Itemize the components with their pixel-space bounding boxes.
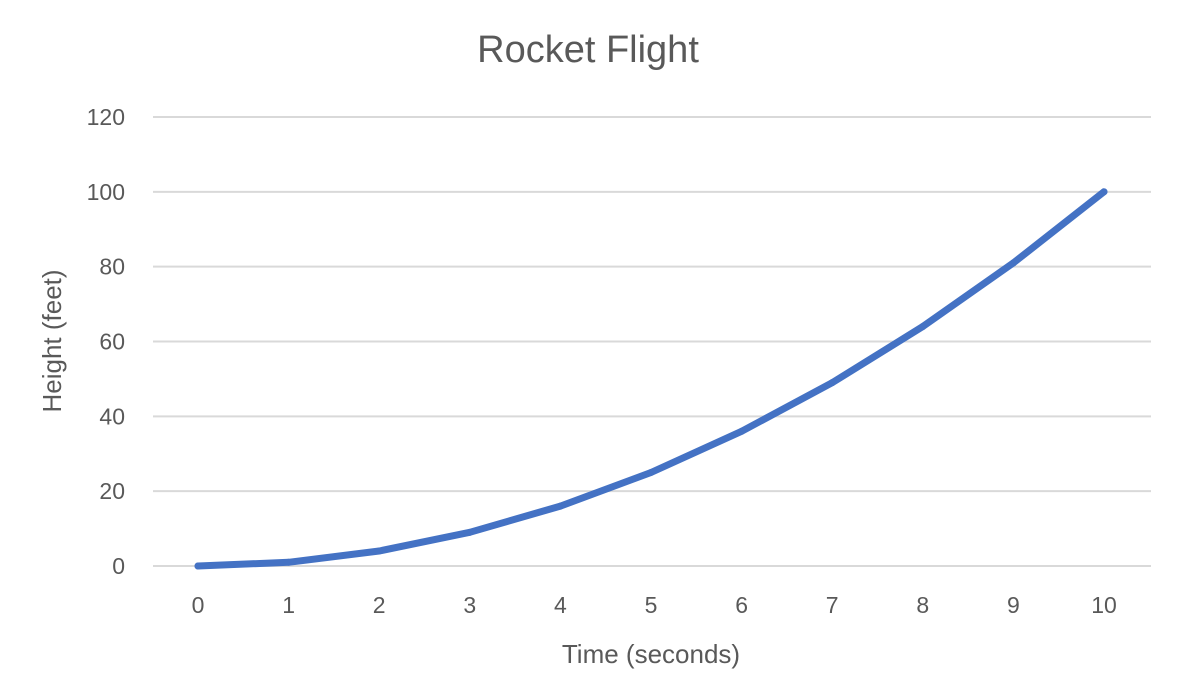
data-point — [1009, 259, 1017, 267]
data-point — [647, 468, 655, 476]
x-tick-label: 9 — [1007, 592, 1020, 618]
series-line-0 — [194, 188, 1108, 570]
chart-title: Rocket Flight — [477, 29, 699, 71]
x-tick-label: 8 — [916, 592, 929, 618]
x-tick-label: 1 — [282, 592, 295, 618]
x-tick-label: 2 — [373, 592, 386, 618]
data-point — [285, 558, 293, 566]
x-tick-label: 3 — [463, 592, 476, 618]
data-point — [375, 547, 383, 555]
x-axis-label: Time (seconds) — [562, 639, 740, 669]
data-point — [919, 323, 927, 331]
data-point — [738, 427, 746, 435]
data-point — [828, 379, 836, 387]
y-tick-label: 40 — [99, 403, 125, 429]
gridlines — [153, 116, 1151, 567]
x-tick-label: 6 — [735, 592, 748, 618]
y-tick-label: 120 — [87, 104, 125, 130]
x-tick-label: 4 — [554, 592, 567, 618]
series-group — [194, 188, 1108, 570]
x-tick-label: 7 — [826, 592, 839, 618]
y-axis-ticks: 0 20 40 60 80 100 120 — [87, 104, 125, 579]
y-tick-label: 0 — [112, 553, 125, 579]
data-point — [1100, 188, 1108, 196]
x-tick-label: 0 — [192, 592, 205, 618]
y-axis-label: Height (feet) — [37, 269, 67, 412]
data-point — [556, 502, 564, 510]
y-tick-label: 20 — [99, 478, 125, 504]
y-tick-label: 60 — [99, 329, 125, 355]
x-tick-label: 5 — [645, 592, 658, 618]
data-point — [194, 562, 202, 570]
data-point — [466, 528, 474, 536]
x-tick-label: 10 — [1091, 592, 1117, 618]
x-axis-ticks: 0 1 2 3 4 5 6 7 8 9 10 — [192, 592, 1117, 618]
y-tick-label: 100 — [87, 179, 125, 205]
y-tick-label: 80 — [99, 254, 125, 280]
